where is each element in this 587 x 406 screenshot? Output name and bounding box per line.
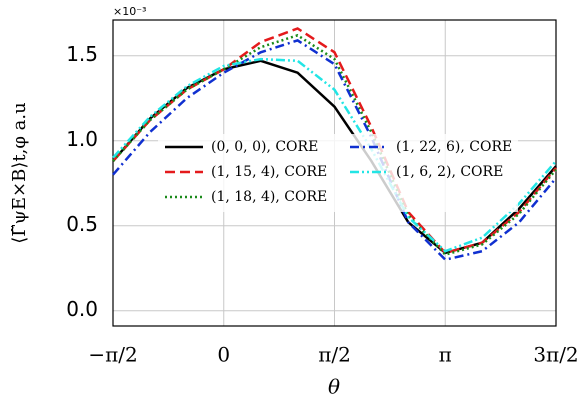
legend-label: (1, 18, 4), CORE xyxy=(211,189,327,205)
line-series xyxy=(112,27,557,255)
y-tick-label: 0.0 xyxy=(66,297,98,321)
y-tick-label: 0.5 xyxy=(66,212,98,236)
y-label: ⟨Γ̃ψE×B⟩t,φ a.u xyxy=(9,102,30,243)
legend-label: (1, 15, 4), CORE xyxy=(211,164,327,180)
x-tick-label: π xyxy=(439,343,452,367)
x-tick-label: −π/2 xyxy=(88,343,137,367)
legend-label: (0, 0, 0), CORE xyxy=(211,139,318,155)
y-tick-label: 1.5 xyxy=(66,42,98,66)
line-series xyxy=(112,33,557,257)
x-label: θ xyxy=(328,375,340,399)
multiplier: ×10⁻³ xyxy=(113,5,146,18)
legend-label: (1, 22, 6), CORE xyxy=(396,139,512,155)
x-tick-label: π/2 xyxy=(318,343,351,367)
legend-box xyxy=(158,134,518,212)
legend-label: (1, 6, 2), CORE xyxy=(396,164,503,180)
x-tick-label: 3π/2 xyxy=(533,343,578,367)
x-tick-label: 0 xyxy=(217,343,230,367)
y-tick-label: 1.0 xyxy=(66,127,98,151)
line-series xyxy=(112,57,557,253)
